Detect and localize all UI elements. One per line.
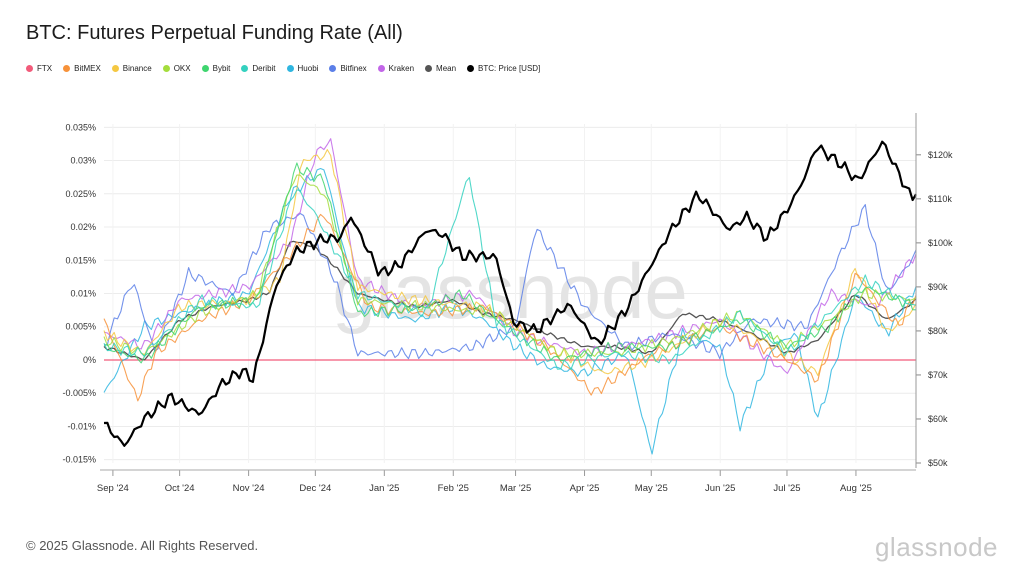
y-right-tick-label: $110k: [928, 194, 952, 204]
x-tick-label: Jun '25: [705, 483, 735, 494]
legend-label: Bitfinex: [340, 64, 367, 73]
y-right-tick-label: $80k: [928, 326, 948, 336]
legend-label: OKX: [173, 64, 191, 73]
y-left-tick-label: 0.03%: [70, 156, 96, 166]
legend-swatch: [26, 65, 33, 72]
series-line-btc-price-usd: [103, 140, 917, 447]
legend-item-bitfinex[interactable]: Bitfinex: [329, 64, 367, 73]
legend-item-mean[interactable]: Mean: [425, 64, 456, 73]
x-tick-label: Nov '24: [233, 483, 265, 494]
y-left-tick-label: -0.01%: [67, 421, 96, 431]
legend-swatch: [162, 65, 170, 72]
x-tick-label: Sep '24: [97, 483, 129, 494]
y-right-tick-label: $60k: [928, 414, 948, 424]
legend-label: Kraken: [388, 64, 415, 73]
legend-swatch: [377, 65, 385, 72]
y-right-tick-label: $90k: [928, 282, 948, 292]
legend-label: BitMEX: [74, 64, 101, 73]
series-line-bitfinex: [103, 204, 917, 360]
legend-item-deribit[interactable]: Deribit: [241, 64, 276, 73]
copyright-footer: © 2025 Glassnode. All Rights Reserved.: [26, 538, 259, 553]
legend-label: BTC: Price [USD]: [478, 64, 541, 73]
y-right-tick-label: $120k: [928, 150, 953, 160]
legend-swatch: [111, 65, 119, 72]
legend-item-btc-price[interactable]: BTC: Price [USD]: [467, 64, 540, 73]
legend-label: Binance: [122, 64, 152, 73]
y-left-tick-label: -0.005%: [62, 388, 96, 398]
x-tick-label: Jul '25: [773, 483, 800, 494]
y-left-tick-label: 0.035%: [65, 122, 96, 132]
series-line-bybit: [103, 162, 917, 364]
legend-item-bitmex[interactable]: BitMEX: [63, 64, 101, 73]
legend-swatch: [63, 65, 71, 72]
y-right-tick-label: $70k: [928, 370, 948, 380]
legend-label: FTX: [37, 64, 53, 73]
y-left-tick-label: 0.025%: [65, 189, 96, 199]
legend-item-okx[interactable]: OKX: [162, 64, 191, 73]
grid: glassnode: [104, 124, 916, 463]
brand-logo: glassnode: [874, 532, 998, 562]
x-tick-label: Oct '24: [165, 483, 195, 494]
legend: FTX BitMEX Binance OKX Bybit Deribit Huo…: [26, 64, 540, 73]
legend-item-bybit[interactable]: Bybit: [201, 64, 231, 73]
legend-label: Bybit: [212, 64, 231, 73]
legend-swatch: [425, 65, 433, 72]
x-tick-label: Mar '25: [500, 483, 531, 494]
legend-swatch: [286, 65, 294, 72]
y-right-tick-label: $50k: [928, 458, 948, 468]
y-left-tick-label: 0.02%: [70, 222, 96, 232]
y-right-tick-label: $100k: [928, 238, 953, 248]
x-tick-label: May '25: [635, 483, 668, 494]
x-tick-label: Aug '25: [840, 483, 872, 494]
series-line-kraken: [103, 138, 917, 374]
chart-title: BTC: Futures Perpetual Funding Rate (All…: [26, 22, 403, 44]
x-tick-label: Feb '25: [438, 483, 469, 494]
axes: 0.035% 0.03% 0.025% 0.02% 0.015% 0.01% 0.005% 0…: [62, 113, 953, 494]
legend-swatch: [241, 65, 249, 72]
series-line-bitmex: [103, 213, 917, 402]
y-left-tick-label: 0.005%: [65, 322, 96, 332]
y-left-tick-label: 0.01%: [70, 289, 96, 299]
watermark: glassnode: [332, 247, 688, 335]
y-left-tick-label: -0.015%: [62, 455, 96, 465]
y-left-tick-label: 0.015%: [65, 255, 96, 265]
legend-swatch: [467, 65, 475, 72]
legend-label: Mean: [436, 64, 457, 73]
legend-item-huobi[interactable]: Huobi: [286, 64, 319, 73]
x-tick-label: Jan '25: [369, 483, 399, 494]
legend-swatch: [201, 65, 209, 72]
series-lines: [103, 138, 917, 455]
y-left-tick-label: 0%: [83, 355, 96, 365]
x-tick-label: Dec '24: [299, 483, 331, 494]
series-line-okx: [103, 174, 917, 360]
legend-item-binance[interactable]: Binance: [111, 64, 152, 73]
legend-swatch: [329, 65, 337, 72]
legend-item-ftx[interactable]: FTX: [26, 64, 52, 73]
legend-label: Huobi: [297, 64, 319, 73]
legend-item-kraken[interactable]: Kraken: [377, 64, 415, 73]
x-tick-label: Apr '25: [570, 483, 600, 494]
legend-label: Deribit: [252, 64, 276, 73]
series-line-deribit: [103, 177, 917, 371]
